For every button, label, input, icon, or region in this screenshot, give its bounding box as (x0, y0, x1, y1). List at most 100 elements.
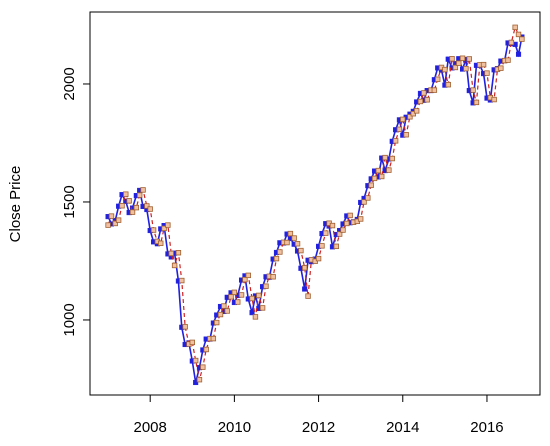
data-point (214, 319, 220, 326)
data-point (484, 70, 490, 76)
data-point (193, 379, 199, 386)
data-point (189, 339, 195, 346)
y-tick-label: 2000 (61, 67, 78, 100)
data-point (298, 247, 304, 254)
data-point (126, 198, 132, 204)
data-point (435, 76, 441, 82)
data-point (161, 225, 167, 232)
series-line (107, 36, 523, 383)
data-point (192, 357, 199, 364)
data-point (217, 311, 224, 318)
data-point (375, 167, 382, 174)
data-point (463, 65, 469, 72)
data-point (449, 56, 455, 62)
data-point (252, 314, 259, 320)
data-point (284, 239, 290, 246)
series-line (107, 25, 523, 380)
data-point (410, 111, 416, 117)
data-point (119, 203, 125, 209)
data-point (133, 204, 140, 211)
data-point (389, 155, 395, 162)
data-point (305, 293, 311, 299)
data-point (456, 60, 462, 66)
data-point (347, 212, 353, 219)
y-tick-label: 1000 (61, 303, 78, 336)
data-point (171, 262, 178, 269)
data-point (473, 99, 480, 106)
data-point (319, 243, 325, 249)
data-point (301, 265, 308, 271)
data-point (515, 51, 522, 57)
data-point (407, 114, 413, 120)
data-point (340, 227, 346, 233)
data-point (445, 81, 451, 88)
data-point (221, 303, 227, 309)
data-point (302, 286, 308, 292)
data-point (291, 235, 297, 241)
data-point (386, 167, 392, 173)
data-point (498, 65, 504, 71)
data-point (365, 195, 371, 201)
data-point (508, 39, 515, 46)
data-point (519, 36, 525, 42)
data-point (287, 230, 294, 237)
data-point (115, 217, 122, 223)
data-point (403, 132, 409, 138)
data-point (491, 96, 497, 103)
data-point (249, 295, 255, 302)
data-point (442, 66, 448, 73)
data-point (505, 57, 511, 63)
data-point (361, 199, 367, 205)
x-tick-label: 2014 (386, 419, 419, 436)
data-point (200, 364, 206, 370)
data-point (245, 272, 251, 279)
data-point (228, 294, 234, 300)
data-point (333, 243, 339, 250)
data-point (357, 216, 364, 222)
data-point (270, 274, 276, 280)
data-point (140, 187, 146, 193)
x-tick-label: 2012 (302, 419, 335, 436)
data-point (105, 222, 111, 228)
plot-frame (89, 11, 541, 396)
x-tick-label: 2010 (218, 419, 251, 436)
data-point (459, 55, 466, 61)
data-point (277, 249, 283, 255)
data-point (379, 173, 385, 180)
data-point (259, 305, 266, 311)
data-point (210, 335, 217, 342)
data-point (224, 308, 230, 314)
data-point (123, 191, 129, 197)
data-point (242, 276, 248, 283)
data-point (512, 24, 518, 31)
data-point (196, 376, 203, 383)
data-point (136, 192, 143, 198)
data-point (466, 56, 472, 62)
data-point (249, 310, 255, 316)
data-point (336, 231, 343, 237)
data-point (417, 98, 424, 105)
data-point (129, 209, 136, 215)
y-tick-label: 1500 (61, 185, 78, 218)
data-point (203, 346, 209, 353)
data-point (424, 97, 430, 103)
x-tick-label: 2016 (470, 419, 503, 436)
data-point (108, 213, 115, 219)
data-point (382, 154, 388, 161)
data-point (470, 87, 476, 93)
data-point (263, 283, 269, 289)
data-point (231, 289, 238, 296)
data-point (175, 250, 182, 256)
data-point (150, 227, 157, 233)
data-point (392, 138, 399, 144)
data-point (158, 240, 164, 246)
data-point (368, 182, 374, 188)
data-point (329, 222, 336, 229)
data-point (168, 250, 174, 257)
data-point (480, 61, 487, 68)
data-point (452, 64, 459, 71)
data-point (413, 108, 420, 114)
data-point (112, 220, 118, 227)
data-point (273, 255, 280, 262)
